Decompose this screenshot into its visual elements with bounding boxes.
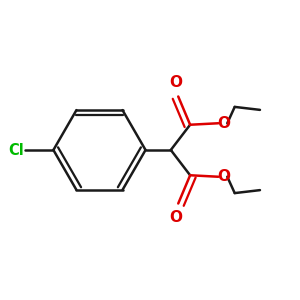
Text: O: O (217, 169, 230, 184)
Text: O: O (169, 75, 182, 90)
Text: O: O (217, 116, 230, 131)
Text: O: O (169, 210, 182, 225)
Text: Cl: Cl (8, 142, 24, 158)
